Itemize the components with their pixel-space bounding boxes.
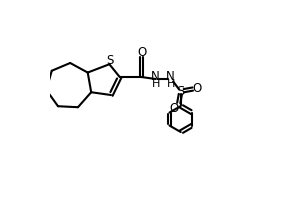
Text: S: S	[177, 85, 185, 98]
Text: O: O	[193, 82, 202, 95]
Text: N: N	[152, 70, 160, 83]
Text: N: N	[167, 70, 175, 83]
Text: O: O	[170, 102, 179, 115]
Text: H: H	[152, 79, 160, 89]
Text: S: S	[106, 54, 114, 67]
Text: H: H	[167, 79, 175, 89]
Text: O: O	[137, 46, 146, 59]
